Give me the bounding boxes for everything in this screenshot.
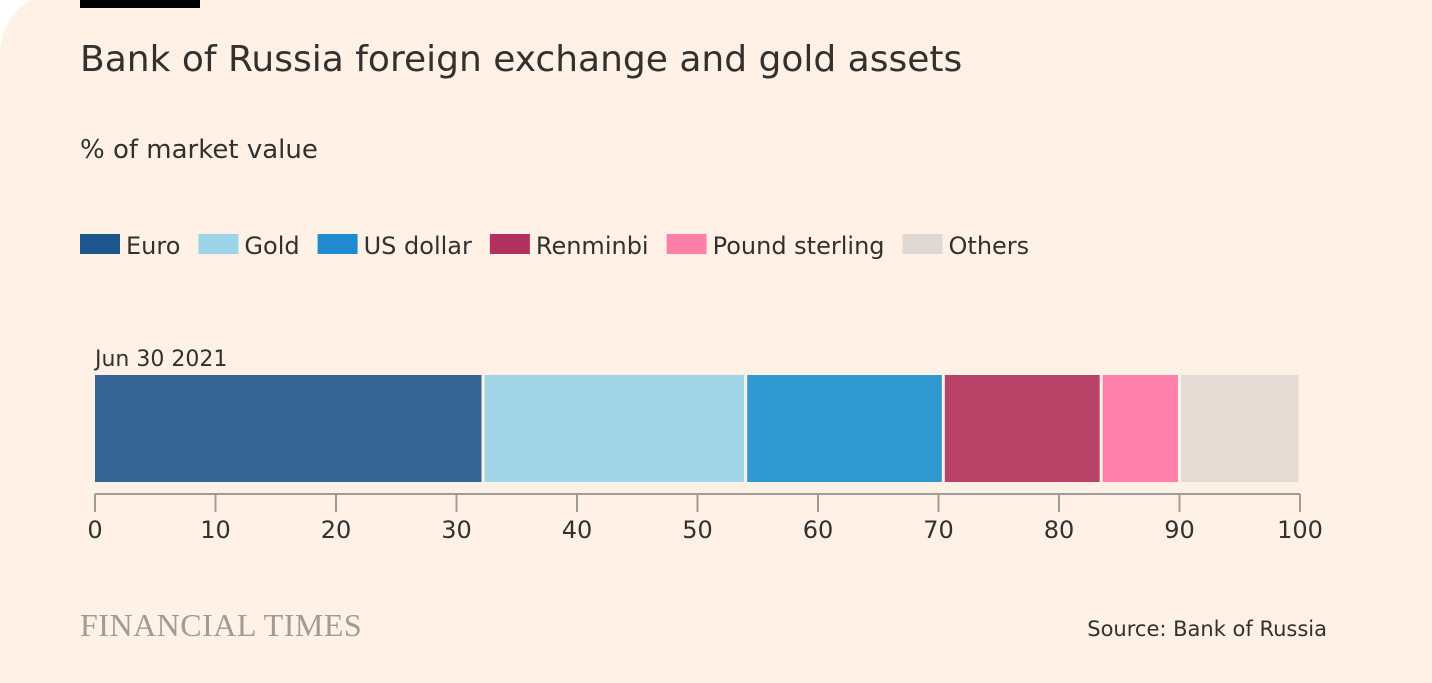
x-tick-label: 20	[321, 516, 352, 544]
legend-label-renminbi: Renminbi	[536, 232, 649, 260]
legend-label-gold: Gold	[244, 232, 299, 260]
page-corner-fold	[0, 0, 32, 48]
bar-segment-others	[1181, 375, 1299, 482]
bar-segment-renminbi	[944, 375, 1100, 482]
x-tick-label: 60	[803, 516, 834, 544]
row-label: Jun 30 2021	[93, 347, 227, 372]
x-tick-label: 90	[1164, 516, 1195, 544]
x-tick-label: 80	[1044, 516, 1075, 544]
legend-label-pound-sterling: Pound sterling	[713, 232, 885, 260]
x-tick-label: 10	[200, 516, 231, 544]
x-axis: 0 10 20 30 40 50 60 70 80 90 100	[87, 493, 1323, 544]
legend-label-euro: Euro	[126, 232, 180, 260]
legend: Euro Gold US dollar Renminbi Pound sterling O…	[80, 232, 1029, 260]
legend-swatch-renminbi	[489, 234, 530, 254]
bar-segment-us-dollar	[747, 375, 942, 482]
stacked-bar	[95, 375, 1299, 482]
chart-title: Bank of Russia foreign exchange and gold…	[80, 39, 962, 80]
bar-segment-gold	[484, 375, 745, 482]
x-tick-label: 50	[682, 516, 713, 544]
x-tick-label: 40	[562, 516, 593, 544]
source-note: Source: Bank of Russia	[1087, 617, 1327, 641]
x-tick-label: 30	[441, 516, 472, 544]
brand-logo: FINANCIAL TIMES	[80, 607, 362, 643]
legend-label-us-dollar: US dollar	[364, 232, 472, 260]
x-tick-label: 0	[87, 516, 102, 544]
bar-segment-pound-sterling	[1102, 375, 1178, 482]
bar-segment-euro	[95, 375, 482, 482]
x-tick-label: 100	[1277, 516, 1323, 544]
legend-swatch-others	[902, 234, 943, 254]
legend-swatch-euro	[80, 234, 120, 254]
chart-subtitle: % of market value	[80, 135, 318, 165]
legend-swatch-pound-sterling	[666, 234, 707, 254]
legend-swatch-us-dollar	[317, 234, 358, 254]
legend-label-others: Others	[949, 232, 1030, 260]
x-tick-label: 70	[923, 516, 954, 544]
top-accent-bar	[80, 0, 200, 8]
legend-swatch-gold	[198, 234, 239, 254]
